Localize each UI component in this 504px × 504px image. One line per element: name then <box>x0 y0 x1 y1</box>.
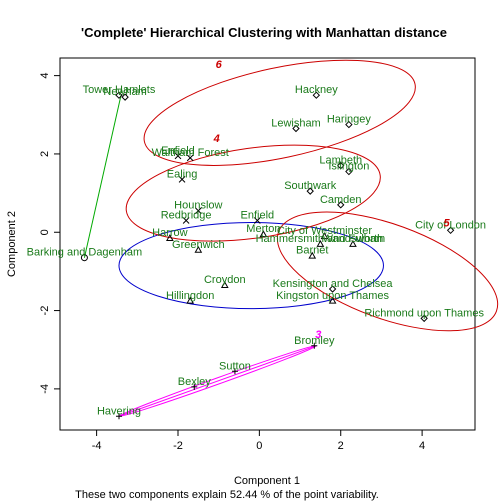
data-point <box>259 230 268 238</box>
data-point <box>186 296 195 304</box>
cluster-label-4: 4 <box>213 133 220 145</box>
data-point <box>174 152 182 160</box>
data-point <box>115 91 123 99</box>
data-point <box>231 368 238 375</box>
y-tick-label: 4 <box>39 73 51 79</box>
point-label: City of Westminster <box>277 225 372 237</box>
data-point <box>312 91 321 99</box>
y-axis: -4 -2 0 2 4 <box>39 73 60 394</box>
x-tick-label: 0 <box>256 440 262 452</box>
point-label: Southwark <box>284 180 336 192</box>
point-label: Wandsworth <box>323 233 384 245</box>
data-point <box>337 201 345 209</box>
data-point <box>328 296 337 304</box>
data-point <box>178 176 186 183</box>
data-point <box>420 314 428 323</box>
point-label: Redbridge <box>161 210 212 222</box>
data-point <box>349 239 357 247</box>
cluster-ellipse-4 <box>125 144 381 242</box>
cluster-segment-2 <box>83 95 122 258</box>
x-axis-label: Component 1 <box>234 475 300 487</box>
point-label: Islington <box>328 161 369 173</box>
cluster-labels: 4 6 5 3 <box>213 59 451 341</box>
point-label: Ealing <box>167 168 198 180</box>
point-label: Hammersmith and Fulham <box>256 233 386 245</box>
point-label: Harrow <box>152 227 188 239</box>
point-label: Enfield <box>161 145 195 157</box>
x-tick-label: 2 <box>338 440 344 452</box>
data-point <box>306 187 314 195</box>
point-label: Havering <box>97 405 141 417</box>
point-label: Camden <box>320 194 362 206</box>
data-point <box>115 413 122 420</box>
x-tick-label: -4 <box>92 440 102 452</box>
data-point <box>337 161 345 170</box>
data-point <box>311 342 318 349</box>
data-point <box>316 239 325 247</box>
data-point <box>194 245 203 253</box>
data-point <box>446 226 455 235</box>
data-point <box>121 93 129 101</box>
point-label: Barking and Dagenham <box>27 247 143 259</box>
y-tick-label: -4 <box>39 384 51 394</box>
data-point <box>182 217 190 224</box>
point-label: City of London <box>415 219 486 231</box>
point-label: Greenwich <box>172 239 225 251</box>
point-label: Hillingdon <box>166 290 214 302</box>
point-label: Haringey <box>327 114 372 126</box>
point-label: Enfield <box>241 210 275 222</box>
point-label: Newham <box>103 86 146 98</box>
y-tick-label: 0 <box>39 229 51 235</box>
y-axis-label: Component 2 <box>6 211 18 277</box>
x-axis: -4 -2 0 2 4 <box>92 430 425 452</box>
y-tick-label: 2 <box>39 151 51 157</box>
point-label: Hackney <box>295 84 338 96</box>
point-label: Bexley <box>178 376 212 388</box>
chart-title: 'Complete' Hierarchical Clustering with … <box>81 25 447 40</box>
data-point <box>345 167 353 176</box>
point-label: Lambeth <box>319 155 362 167</box>
data-point <box>320 232 329 240</box>
point-label: Croydon <box>204 274 246 286</box>
point-label: Bromley <box>294 335 335 347</box>
cluster-ellipses <box>118 59 499 332</box>
cluster-segment-3 <box>118 345 317 417</box>
point-label: Sutton <box>219 360 251 372</box>
data-point <box>292 124 300 133</box>
x-tick-label: -2 <box>173 440 183 452</box>
point-label: Barnet <box>296 245 328 257</box>
data-point <box>166 234 174 242</box>
cluster-label-3: 3 <box>315 329 321 341</box>
data-point <box>220 281 229 289</box>
chart-subtitle: These two components explain 52.44 % of … <box>75 489 379 501</box>
data-point <box>328 285 337 293</box>
cluster-ellipse-5 <box>276 211 499 332</box>
data-point <box>308 251 317 259</box>
data-points <box>80 91 455 420</box>
point-label: Kensington and Chelsea <box>273 278 394 290</box>
point-label: Hounslow <box>174 200 222 212</box>
point-label: Merton <box>246 223 280 235</box>
cluster-label-5: 5 <box>443 217 450 229</box>
cluster-ellipse-6 <box>143 59 416 166</box>
data-point <box>194 207 202 215</box>
point-label: Richmond upon Thames <box>364 307 484 319</box>
point-label: Tower Hamlets <box>83 84 156 96</box>
point-label: Kingston upon Thames <box>276 290 389 302</box>
point-label: Waltham Forest <box>152 147 229 159</box>
point-label: Lewisham <box>271 117 321 129</box>
x-tick-label: 4 <box>419 440 425 452</box>
data-point <box>191 383 198 390</box>
cluster-ellipse-1 <box>118 221 384 310</box>
plot-frame <box>59 57 476 431</box>
data-point <box>80 254 88 262</box>
data-point <box>345 120 353 129</box>
y-tick-label: -2 <box>39 306 51 316</box>
cluster-label-6: 6 <box>216 59 223 71</box>
data-point <box>186 154 194 162</box>
data-point <box>253 217 261 224</box>
